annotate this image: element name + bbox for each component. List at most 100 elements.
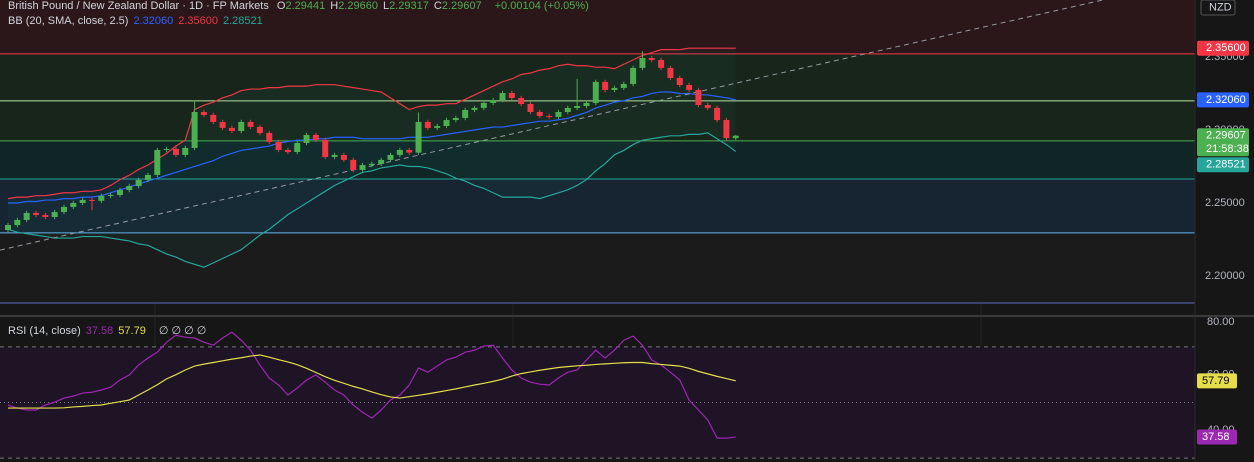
candle-body <box>200 112 207 115</box>
candle-body <box>70 202 77 207</box>
rsi-placeholders: ∅ ∅ ∅ ∅ <box>158 325 207 337</box>
candle-body <box>686 84 693 90</box>
candle-body <box>98 195 105 201</box>
symbol-legend: British Pound / New Zealand Dollar · 1D … <box>8 0 594 12</box>
ohlc-key: H <box>330 0 339 12</box>
candle-body <box>359 165 366 170</box>
rsi-tick-label: 80.00 <box>1207 316 1235 328</box>
price-tag-label: 2.35600 <box>1206 42 1246 54</box>
candle-body <box>107 194 114 196</box>
ohlc-key: L <box>382 0 390 12</box>
candle-body <box>368 163 375 166</box>
bb-line <box>7 47 736 200</box>
bb-legend: BB (20, SMA, close, 2.5) 2.32060 2.35600 2.… <box>8 15 273 27</box>
candle-body <box>499 93 506 101</box>
y-tick-label: 2.20000 <box>1205 270 1245 282</box>
candle-body <box>424 121 431 128</box>
price-tag-label: 2.32060 <box>1206 94 1246 106</box>
rsi-values: 37.58 57.79 <box>86 325 151 337</box>
ohlc-value: 2.29441 <box>285 0 326 12</box>
bb-fill <box>8 48 736 268</box>
candle-body <box>23 212 30 220</box>
price-tag <box>1197 40 1249 56</box>
candle-body <box>620 83 627 88</box>
zone <box>0 0 1195 54</box>
candle-body <box>471 107 478 110</box>
rsi-tag <box>1197 429 1237 445</box>
candle-body <box>266 133 273 142</box>
bb-value: 2.28521 <box>222 15 263 27</box>
bb-title: BB (20, SMA, close, 2.5) <box>8 15 129 27</box>
ohlc-value: 2.29660 <box>338 0 378 12</box>
price-axis <box>1195 0 1254 462</box>
candle-body <box>60 206 67 213</box>
rsi-band <box>0 346 1195 459</box>
candle-body <box>303 134 310 143</box>
candle-body <box>331 154 338 157</box>
zone <box>0 179 1195 233</box>
candle-body <box>51 212 58 218</box>
candle-body <box>154 149 161 175</box>
candle-body <box>275 141 282 150</box>
y-tick-label: 2.25000 <box>1205 197 1245 209</box>
candle-body <box>247 121 254 127</box>
ohlc: O2.29441 H2.29660 L2.29317 C2.29607 <box>277 0 487 12</box>
candle-body <box>5 225 11 231</box>
ohlc-key: O <box>276 0 286 12</box>
candle-body <box>312 134 319 140</box>
candle-body <box>611 87 618 90</box>
candle-body <box>676 77 683 85</box>
ohlc-value: 2.29317 <box>389 0 429 12</box>
bb-value: 2.35600 <box>178 15 218 27</box>
candle-body <box>695 89 702 105</box>
candle-body <box>79 199 86 203</box>
candle-body <box>564 107 571 113</box>
candle-body <box>406 149 413 153</box>
candle-body <box>704 105 711 108</box>
candle-body <box>163 148 170 150</box>
currency-box[interactable] <box>1200 0 1236 16</box>
currency: NZD <box>1209 1 1232 13</box>
candle-body <box>350 159 357 170</box>
candle-body <box>723 120 730 139</box>
price-tag <box>1197 157 1249 173</box>
candle-body <box>574 106 581 108</box>
bb-values: 2.32060 2.35600 2.28521 <box>133 15 267 27</box>
candle-body <box>228 127 235 131</box>
candle-body <box>88 199 95 201</box>
rsi-tag <box>1197 373 1237 389</box>
candle-body <box>518 97 525 104</box>
candle-body <box>116 189 123 195</box>
price-tag-label: 2.28521 <box>1206 159 1246 171</box>
candle-body <box>667 67 674 78</box>
candle-body <box>462 109 469 118</box>
candle-body <box>378 159 385 164</box>
rsi-line <box>7 331 736 439</box>
candle-body <box>238 121 245 131</box>
candle-body <box>42 214 49 218</box>
price-tag-label: 2.29607 <box>1206 130 1246 142</box>
candle-body <box>508 93 515 98</box>
candle-body <box>340 154 347 160</box>
candle-body <box>648 57 655 61</box>
bb-line <box>7 132 737 268</box>
candle-body <box>443 120 450 127</box>
symbol: British Pound / New Zealand Dollar · 1D … <box>8 0 269 12</box>
candle-body <box>210 114 217 122</box>
candle-body <box>144 174 151 180</box>
candle-body <box>527 103 534 113</box>
rsi-title: RSI (14, close) <box>8 325 81 337</box>
candle-body <box>452 117 459 121</box>
candle-body <box>284 149 291 153</box>
candle-body <box>546 115 553 117</box>
candle-body <box>592 81 599 103</box>
candle-body <box>14 219 21 226</box>
candle-body <box>602 81 609 90</box>
rsi-value: 57.79 <box>118 325 146 337</box>
rsi-tag-label: 37.58 <box>1202 431 1230 443</box>
rsi-line <box>8 354 736 409</box>
candle-body <box>555 112 562 117</box>
price-tag <box>1197 128 1249 157</box>
rsi-legend: RSI (14, close) 37.58 57.79 ∅ ∅ ∅ ∅ <box>8 324 211 337</box>
